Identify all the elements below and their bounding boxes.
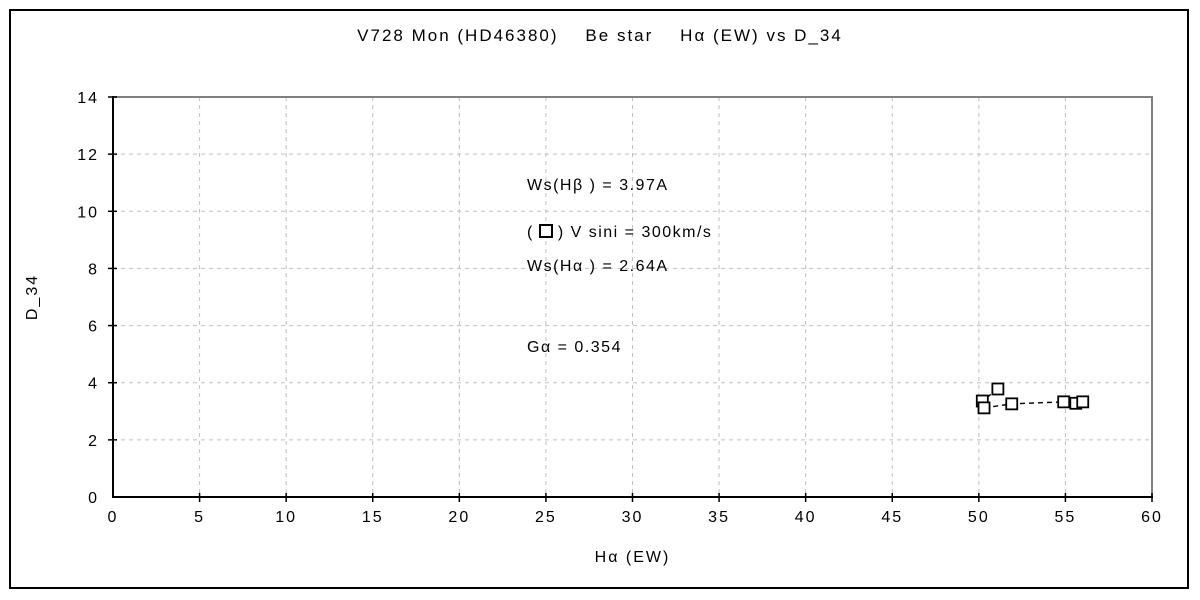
annotation-block: Ws(Hβ ) = 3.97A Ws(Hα ) = 2.64A Gα = 0.3… (527, 118, 669, 415)
x-tick-label: 10 (275, 509, 297, 526)
y-tick-label: 4 (88, 376, 99, 393)
y-axis-title: D_34 (24, 273, 41, 321)
x-tick-label: 40 (795, 509, 817, 526)
x-tick-label: 60 (1141, 509, 1163, 526)
x-tick-label: 0 (108, 509, 119, 526)
annotation-line: Gα = 0.354 (527, 339, 622, 356)
data-point-marker (1005, 397, 1019, 411)
x-tick-label: 25 (535, 509, 557, 526)
legend-open-paren: ( (527, 224, 534, 241)
x-tick-label: 50 (968, 509, 990, 526)
x-tick-label: 45 (881, 509, 903, 526)
y-tick-label: 10 (77, 204, 99, 221)
y-tick-label: 0 (88, 490, 99, 507)
y-tick-label: 6 (88, 319, 99, 336)
x-tick-label: 5 (194, 509, 205, 526)
data-point-marker (977, 401, 991, 415)
data-point-marker (991, 382, 1005, 396)
y-tick-label: 8 (88, 261, 99, 278)
x-tick-label: 55 (1055, 509, 1077, 526)
y-tick-label: 2 (88, 433, 99, 450)
y-tick-label: 14 (77, 90, 99, 107)
x-tick-label: 30 (622, 509, 644, 526)
legend: ( ) V sini = 300km/s (527, 224, 712, 242)
y-tick-label: 12 (77, 147, 99, 164)
data-point-marker (1057, 395, 1071, 409)
open-square-marker-icon (538, 224, 553, 238)
x-tick-label: 15 (362, 509, 384, 526)
x-axis-title: Hα (EW) (594, 549, 671, 566)
data-point-marker (1076, 395, 1090, 409)
x-tick-label: 20 (448, 509, 470, 526)
annotation-line: Ws(Hα ) = 2.64A (527, 258, 669, 275)
annotation-line: Ws(Hβ ) = 3.97A (527, 177, 669, 194)
x-tick-label: 35 (708, 509, 730, 526)
legend-label: ) V sini = 300km/s (557, 224, 713, 241)
chart-title: V728 Mon (HD46380) Be star Hα (EW) vs D_… (357, 26, 843, 45)
